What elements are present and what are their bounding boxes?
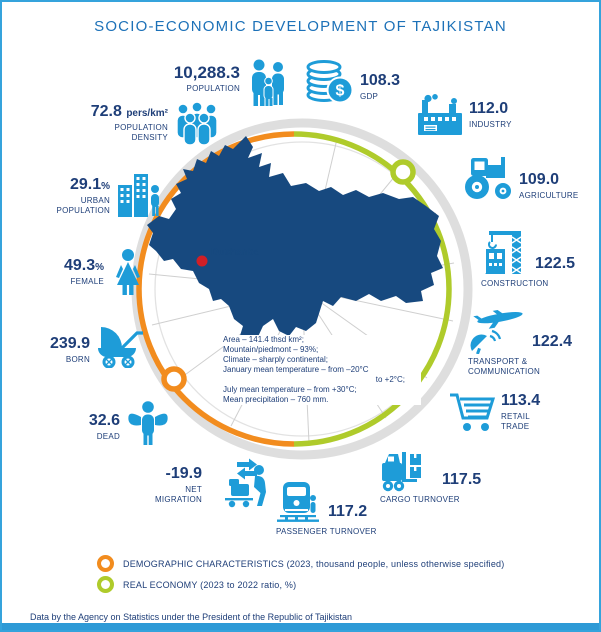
economy-arc xyxy=(293,131,452,447)
migrant-luggage-icon xyxy=(225,458,266,508)
fact-line: Mountain/piedmont – 93%; xyxy=(223,345,319,354)
stroller-icon xyxy=(98,327,143,368)
money-coins-icon: $ xyxy=(306,60,354,104)
stat-gdp: $ 108.3 GDP xyxy=(303,57,400,105)
country-facts: Area – 141.4 thsd km²; Mountain/piedmont… xyxy=(223,335,421,405)
stat-retail-trade: 113.4 RETAIL TRADE xyxy=(448,390,545,432)
factory-icon xyxy=(418,94,462,135)
stat-industry: 112.0 INDUSTRY xyxy=(416,94,512,136)
fact-line: to +2°C; xyxy=(375,375,405,384)
fact-line: Climate – sharply continental; xyxy=(223,355,328,364)
demographic-ring-icon xyxy=(97,555,114,572)
train-icon xyxy=(277,482,319,522)
data-source-note: Data by the Agency on Statistics under t… xyxy=(30,612,353,622)
stat-female: 49.3% FEMALE xyxy=(32,248,147,296)
fact-line: July mean temperature – from +30°C; xyxy=(223,385,357,394)
capital-label: Dushanbe xyxy=(211,247,260,258)
stat-net-migration: -19.9 NET MIGRATION xyxy=(128,458,269,508)
capital-dot xyxy=(196,255,208,267)
stat-cargo-turnover: 117.5 CARGO TURNOVER xyxy=(380,448,481,505)
plane-satellite-icon xyxy=(470,309,523,354)
legend-demographic: DEMOGRAPHIC CHARACTERISTICS (2023, thous… xyxy=(97,555,504,572)
page-title: SOCIO-ECONOMIC DEVELOPMENT OF TAJIKISTAN xyxy=(94,18,507,35)
stat-passenger-turnover: 117.2 PASSENGER TURNOVER xyxy=(276,480,377,537)
tajikistan-map xyxy=(147,136,443,348)
bottom-bar xyxy=(2,623,599,630)
legend: DEMOGRAPHIC CHARACTERISTICS (2023, thous… xyxy=(97,555,504,593)
fact-line: January mean temperature – from –20°C xyxy=(223,365,369,374)
tractor-icon xyxy=(465,157,511,199)
construction-crane-icon xyxy=(485,231,522,274)
female-icon xyxy=(116,249,140,295)
shopping-cart-icon xyxy=(450,393,496,431)
stat-agriculture: 109.0 AGRICULTURE xyxy=(462,154,579,202)
stat-population: 10,288.3 POPULATION xyxy=(140,59,291,107)
stat-construction: 122.5 CONSTRUCTION xyxy=(481,228,575,289)
stat-population-density: 72.8 pers/km² POPULATION DENSITY xyxy=(38,101,221,147)
family-icon xyxy=(252,59,284,106)
fact-line: Mean precipitation – 760 mm. xyxy=(223,395,329,404)
stat-transport-communication: 122.4 TRANSPORT & COMMUNICATION xyxy=(468,308,572,377)
legend-economy: REAL ECONOMY (2023 to 2022 ratio, %) xyxy=(97,576,504,593)
demographic-arc-marker xyxy=(161,366,187,392)
fact-line: Area – 141.4 thsd km²; xyxy=(223,335,304,344)
crowd-icon xyxy=(176,101,218,146)
city-buildings-icon xyxy=(118,174,159,217)
angel-icon xyxy=(128,401,168,445)
outer-gray-ring xyxy=(131,118,473,460)
forklift-icon xyxy=(382,452,421,492)
economy-ring-icon xyxy=(97,576,114,593)
stat-born: 239.9 BORN xyxy=(26,322,145,368)
stat-urban-population: 29.1% URBAN POPULATION xyxy=(30,170,161,218)
stat-dead: 32.6 DEAD xyxy=(70,400,171,446)
dollar-glyph: $ xyxy=(336,83,345,100)
economy-arc-marker xyxy=(390,159,416,185)
